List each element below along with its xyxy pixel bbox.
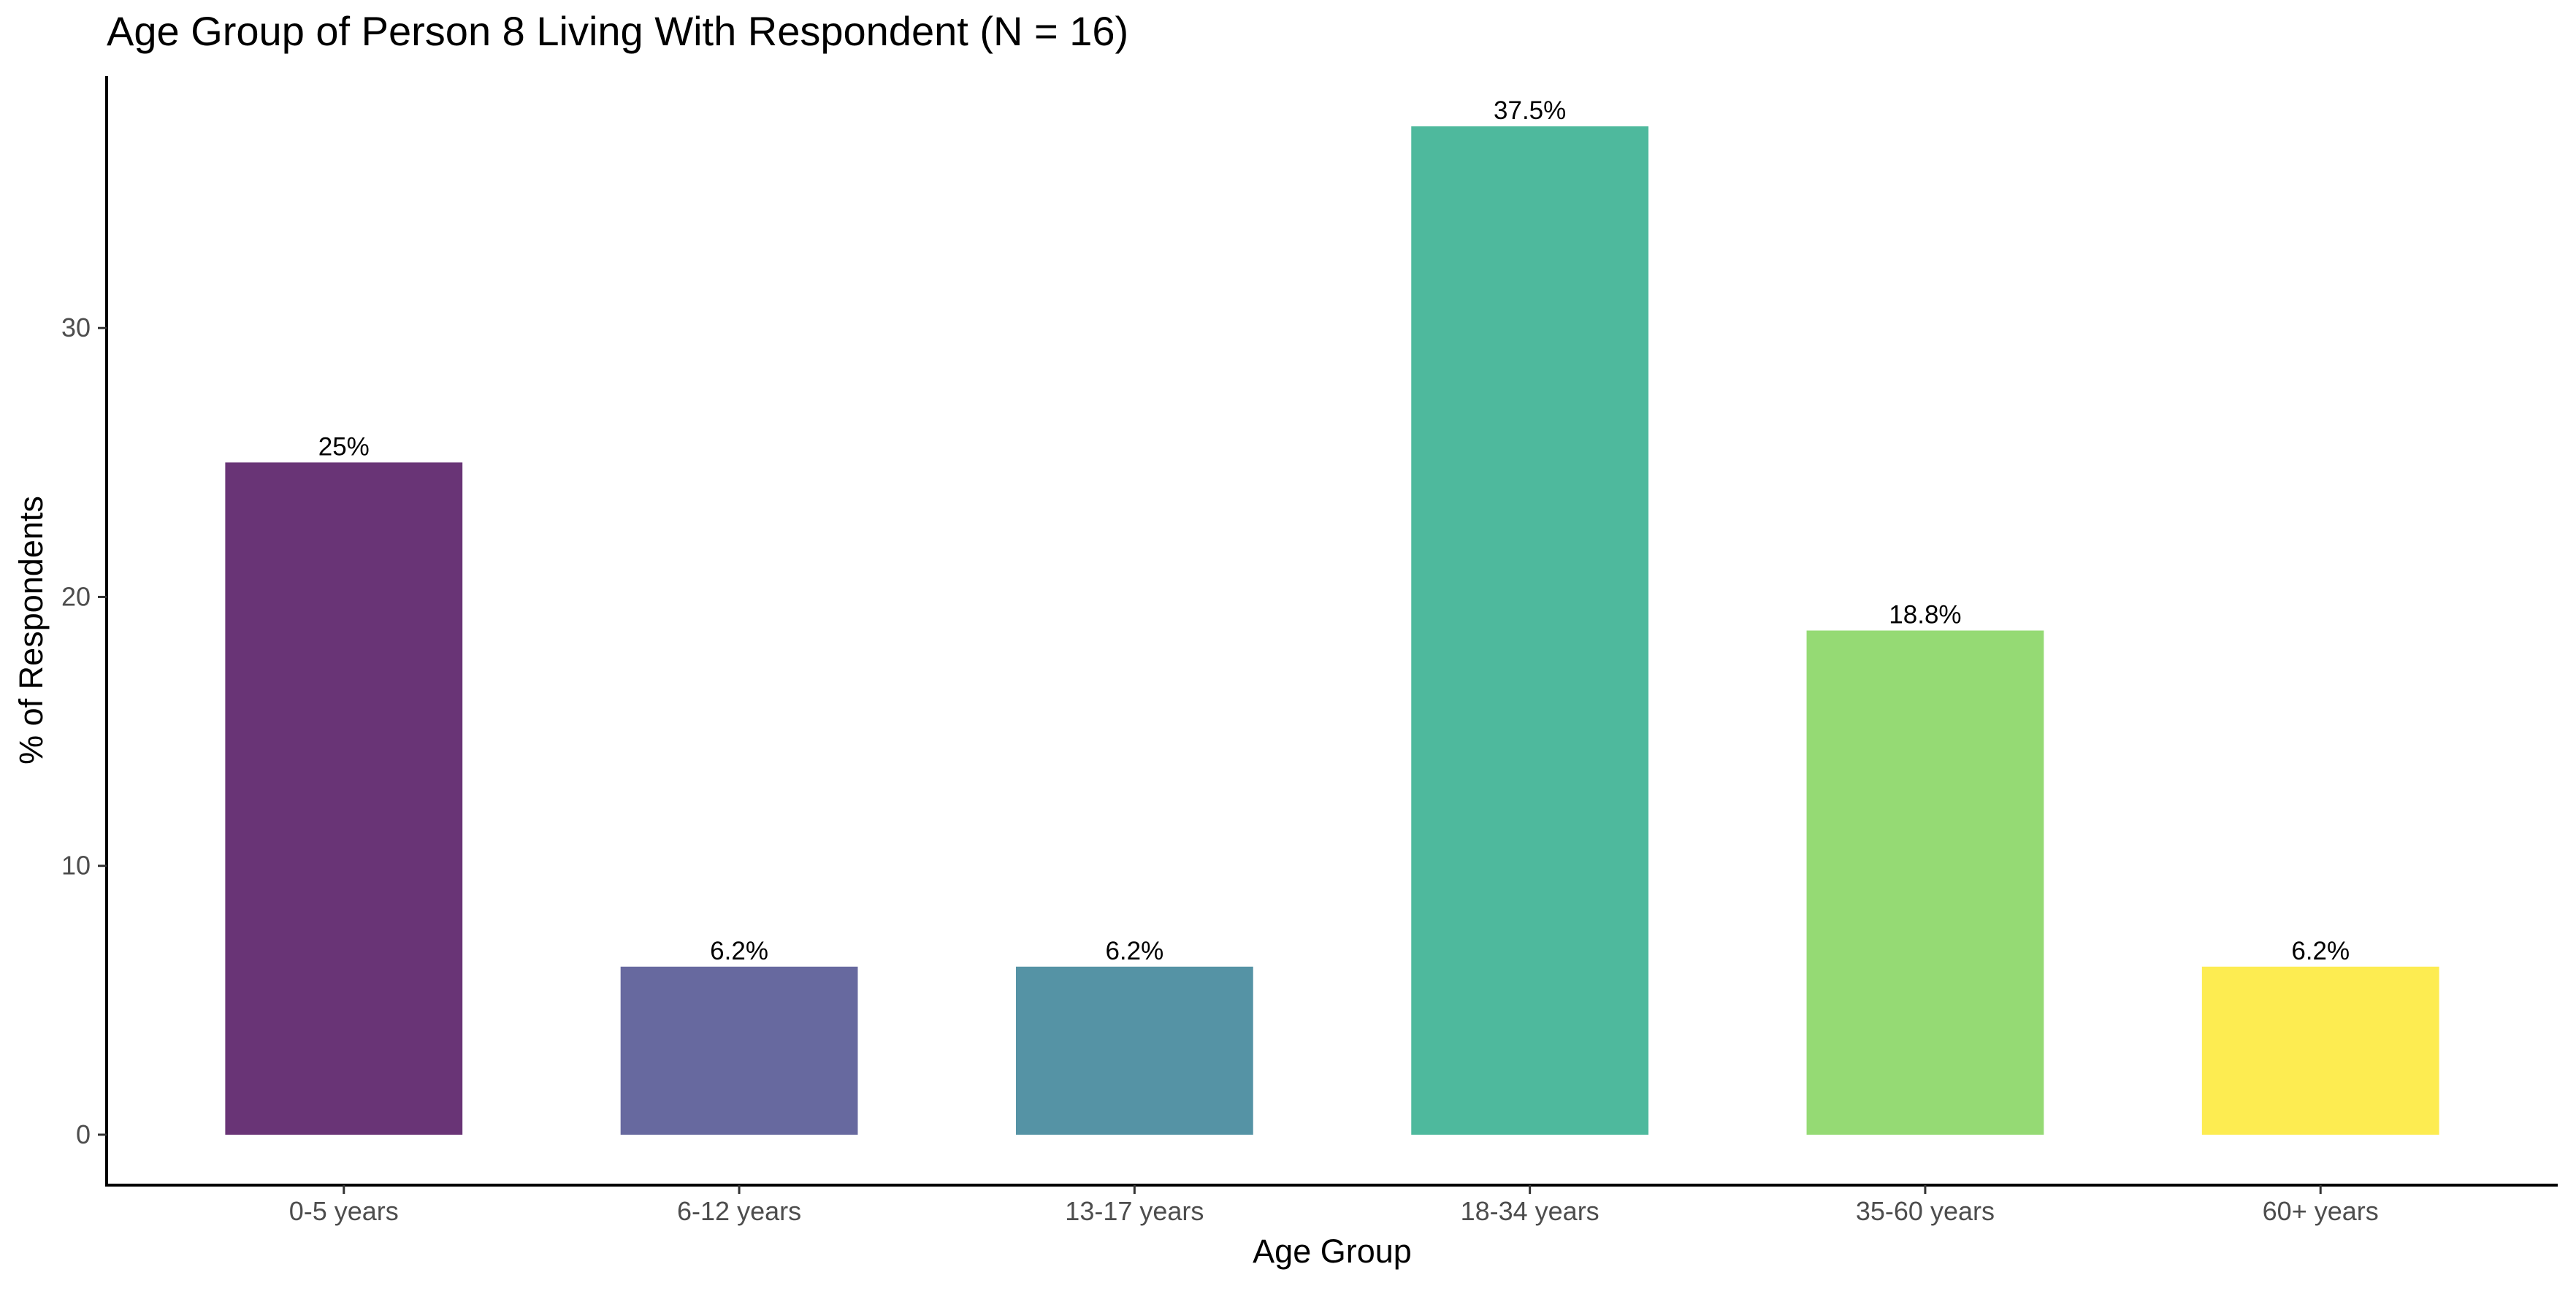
- data-label-2: 6.2%: [710, 937, 768, 965]
- bar-3: [1015, 966, 1253, 1135]
- y-tick-label-4: 30: [61, 313, 91, 342]
- x-tick-label-4: 18-34 years: [1461, 1196, 1600, 1226]
- bar-1: [225, 462, 463, 1135]
- x-tick-label-3: 13-17 years: [1065, 1196, 1204, 1226]
- data-label-4: 37.5%: [1494, 96, 1566, 125]
- x-tick-label-2: 6-12 years: [677, 1196, 801, 1226]
- data-labels-group: 25% 6.2% 6.2% 37.5% 18.8% 6.2%: [318, 96, 2350, 965]
- data-label-6: 6.2%: [2291, 937, 2350, 965]
- data-label-3: 6.2%: [1105, 937, 1163, 965]
- x-tick-label-6: 60+ years: [2263, 1196, 2379, 1226]
- x-tick-label-5: 35-60 years: [1856, 1196, 1995, 1226]
- bar-6: [2201, 966, 2439, 1135]
- y-tick-label-2: 10: [61, 851, 91, 881]
- bar-4: [1411, 126, 1649, 1135]
- y-ticks-group: 0 10 20 30: [61, 313, 107, 1149]
- x-axis-title: Age Group: [1253, 1233, 1412, 1270]
- bar-2: [620, 966, 858, 1135]
- bar-5: [1806, 630, 2044, 1135]
- y-axis-title: % of Respondents: [12, 496, 50, 765]
- y-tick-label-3: 20: [61, 581, 91, 611]
- x-ticks-group: 0-5 years 6-12 years 13-17 years 18-34 year…: [289, 1185, 2379, 1226]
- data-label-5: 18.8%: [1889, 601, 1961, 629]
- chart-title: Age Group of Person 8 Living With Respon…: [107, 8, 1128, 54]
- data-label-1: 25%: [318, 432, 370, 461]
- bars-group: [225, 126, 2439, 1135]
- x-tick-label-1: 0-5 years: [289, 1196, 399, 1226]
- y-tick-label-1: 0: [76, 1119, 91, 1149]
